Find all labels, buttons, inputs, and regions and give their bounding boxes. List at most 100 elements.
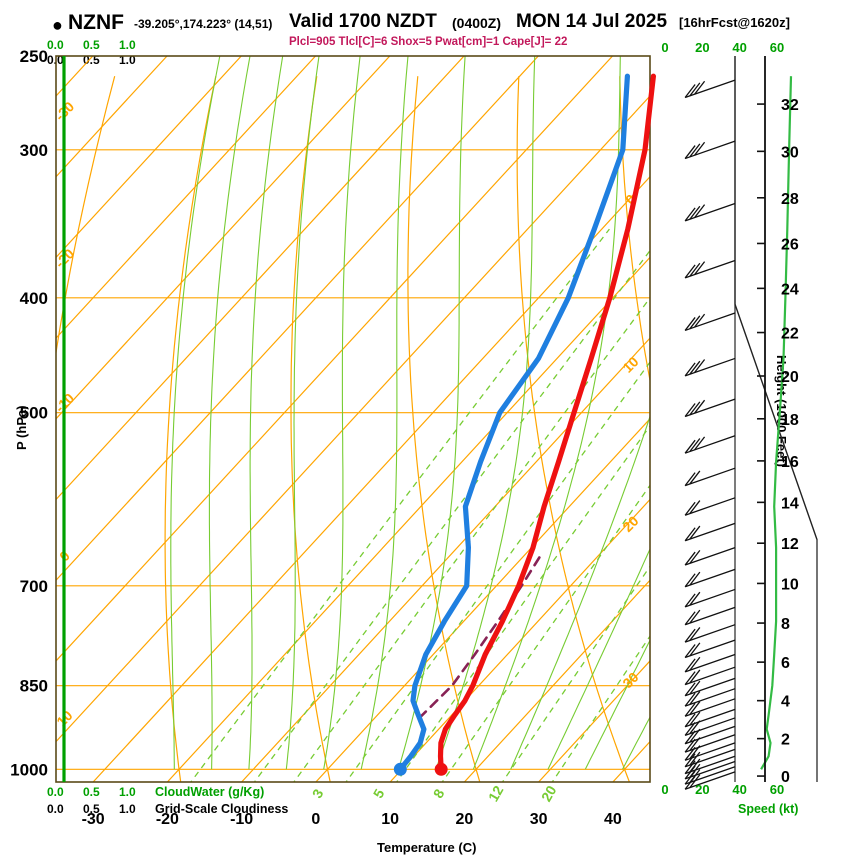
valid-time-utc: (0400Z) [452, 15, 502, 31]
wind-barb [684, 547, 736, 566]
speed-tick-top: 20 [695, 40, 709, 55]
wind-barb [684, 653, 736, 673]
isotherm-line [241, 337, 650, 782]
temperature-profile [437, 73, 656, 772]
forecast-tag: [16hrFcst@1620z] [679, 15, 790, 30]
dewpoint-surface [393, 762, 407, 776]
cloudiness-bottom-tick-0: 0.0 [47, 802, 64, 816]
mixing-ratio-line [395, 424, 650, 782]
wind-barb [684, 639, 736, 659]
pressure-tick-label: 700 [20, 577, 48, 596]
mixing-ratio-line [253, 249, 650, 782]
plot-frame [55, 55, 651, 783]
wind-barb [684, 202, 736, 222]
temperature-tick-label: -30 [82, 811, 105, 828]
wind-barb [684, 624, 736, 643]
temperature-surface [434, 762, 448, 776]
temperature-tick-label: 0 [311, 811, 320, 828]
cloudiness-bottom-tick-1: 0.5 [83, 802, 100, 816]
mixing-ratio-line [345, 360, 650, 782]
temperature-tick-label: 10 [381, 811, 399, 828]
wind-barb [684, 79, 736, 99]
height-tick-label: 28 [781, 191, 799, 208]
pressure-tick-label: 250 [20, 47, 48, 66]
height-tick-label: 10 [781, 576, 799, 593]
cloudwater-top-tick-0: 0.0 [47, 38, 64, 52]
dry-adiabat-line [619, 76, 650, 384]
wind-barb [684, 522, 736, 542]
wind-barb [684, 140, 736, 160]
temperature-axis-label: Temperature (C) [377, 840, 477, 855]
height-tick-label: 0 [781, 769, 790, 786]
height-tick-label: 20 [781, 369, 799, 386]
wind-barb [684, 725, 736, 745]
station-id: NZNF [68, 11, 124, 34]
height-tick-label: 30 [781, 144, 799, 161]
mixing-ratio-line [293, 296, 650, 782]
pressure-tick-label: 1000 [10, 760, 48, 779]
height-tick-label: 24 [781, 281, 799, 298]
wind-barb [684, 666, 736, 686]
wind-barb [684, 259, 736, 279]
cloudwater-bottom-tick-2: 1.0 [119, 785, 136, 799]
saturated-adiabat-line [285, 56, 320, 770]
height-tick-label: 18 [781, 412, 799, 429]
height-tick-label: 26 [781, 236, 799, 253]
isotherm-line [166, 256, 650, 782]
wind-barb [684, 312, 736, 332]
station-coordinates: -39.205°,174.223° (14,51) [134, 17, 273, 31]
dry-adiabat-line [56, 76, 116, 357]
saturated-adiabat-line [323, 56, 361, 770]
isotherm-line [56, 56, 539, 582]
speed-tick-top: 40 [732, 40, 746, 55]
pressure-tick-label: 850 [20, 677, 48, 696]
saturated-adiabat-line [584, 639, 650, 770]
speed-tick-bottom: 40 [732, 782, 746, 797]
saturated-adiabat-line [622, 716, 650, 770]
cloudiness-bottom-tick-2: 1.0 [119, 802, 136, 816]
wind-barb-group [684, 79, 736, 790]
grid-layer [56, 56, 850, 782]
isotherm-line [56, 56, 391, 420]
wind-barb [684, 606, 736, 626]
wind-barb [684, 698, 736, 717]
height-tick-label: 14 [781, 495, 799, 512]
height-tick-label: 2 [781, 732, 790, 749]
mixing-ratio-label: 20 [538, 783, 560, 805]
saturated-adiabat-line [435, 56, 536, 770]
speed-tick-top: 0 [661, 40, 668, 55]
dry-adiabat-line [407, 76, 481, 782]
saturated-adiabat-line [360, 56, 409, 770]
saturated-adiabat-line [398, 56, 466, 770]
saturated-adiabat-line [510, 414, 650, 770]
speed-tick-top: 60 [770, 40, 784, 55]
height-tick-label: 4 [781, 694, 790, 711]
pressure-tick-label: 300 [20, 141, 48, 160]
wind-barb [684, 568, 736, 588]
mixing-ratio-label: 5 [370, 786, 388, 801]
cloudwater-bottom-tick-0: 0.0 [47, 785, 64, 799]
dewpoint-profile [397, 73, 630, 772]
wind-barb [684, 708, 736, 728]
cloudwater-bottom-tick-1: 0.5 [83, 785, 100, 799]
height-tick-label: 12 [781, 536, 799, 553]
dry-adiabat-line [516, 76, 630, 782]
wind-barb [684, 688, 736, 707]
saturated-adiabat-line [170, 56, 221, 770]
speed-profile [760, 76, 793, 770]
cloudwater-top-tick-1: 0.5 [83, 38, 100, 52]
height-tick-label: 8 [781, 616, 790, 633]
isotherm-label-right: 10 [619, 353, 641, 375]
dry-adiabat-line [721, 76, 850, 782]
station-marker-icon: ● [52, 15, 63, 35]
sounding-indices: Plcl=905 Tlcl[C]=6 Shox=5 Pwat[cm]=1 Cap… [289, 36, 568, 48]
cloudiness-axis-label: Grid-Scale Cloudiness [155, 802, 289, 816]
isotherm-line [389, 498, 650, 782]
height-tick-label: 6 [781, 655, 790, 672]
temperature-tick-label: 30 [530, 811, 548, 828]
height-tick-label: 22 [781, 326, 799, 343]
cloudwater-axis-label: CloudWater (g/Kg) [155, 785, 265, 799]
height-tick-label: 16 [781, 454, 799, 471]
mixing-ratio-label: 8 [430, 786, 448, 801]
